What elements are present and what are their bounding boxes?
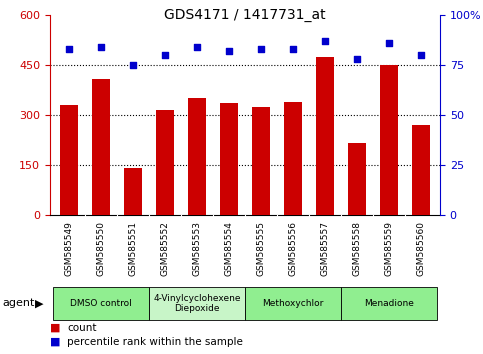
- Text: ▶: ▶: [35, 298, 43, 308]
- Text: GSM585554: GSM585554: [225, 221, 233, 276]
- Text: GSM585558: GSM585558: [353, 221, 361, 276]
- Bar: [124, 169, 142, 215]
- Bar: [220, 103, 238, 215]
- Point: [161, 52, 169, 58]
- Bar: [188, 98, 206, 215]
- Text: GSM585559: GSM585559: [384, 221, 393, 276]
- Text: GSM585557: GSM585557: [320, 221, 329, 276]
- Text: 4-Vinylcyclohexene
Diepoxide: 4-Vinylcyclohexene Diepoxide: [153, 294, 241, 313]
- Text: Methoxychlor: Methoxychlor: [262, 299, 324, 308]
- Bar: [284, 102, 302, 215]
- Bar: [92, 79, 110, 215]
- Text: percentile rank within the sample: percentile rank within the sample: [67, 337, 243, 347]
- Bar: [316, 57, 334, 215]
- Point: [97, 44, 105, 50]
- Point: [385, 40, 393, 46]
- Point: [257, 46, 265, 52]
- Point: [193, 44, 201, 50]
- Point: [289, 46, 297, 52]
- Text: count: count: [67, 323, 97, 333]
- Bar: [252, 107, 270, 215]
- Point: [417, 52, 425, 58]
- Bar: [53, 287, 149, 320]
- Text: DMSO control: DMSO control: [70, 299, 132, 308]
- Point: [65, 46, 73, 52]
- Point: [321, 38, 329, 44]
- Text: GDS4171 / 1417731_at: GDS4171 / 1417731_at: [164, 8, 326, 22]
- Text: ■: ■: [50, 323, 60, 333]
- Text: GSM585560: GSM585560: [416, 221, 426, 276]
- Bar: [348, 143, 366, 215]
- Point: [353, 56, 361, 62]
- Bar: [380, 65, 398, 215]
- Bar: [341, 287, 437, 320]
- Text: GSM585550: GSM585550: [97, 221, 106, 276]
- Text: ■: ■: [50, 337, 60, 347]
- Text: GSM585549: GSM585549: [65, 221, 74, 276]
- Bar: [149, 287, 245, 320]
- Text: GSM585555: GSM585555: [256, 221, 266, 276]
- Text: Menadione: Menadione: [364, 299, 414, 308]
- Text: GSM585553: GSM585553: [193, 221, 201, 276]
- Bar: [156, 110, 174, 215]
- Bar: [245, 287, 341, 320]
- Text: GSM585551: GSM585551: [128, 221, 138, 276]
- Point: [225, 48, 233, 54]
- Bar: [412, 125, 429, 215]
- Text: GSM585552: GSM585552: [160, 221, 170, 276]
- Point: [129, 62, 137, 68]
- Text: GSM585556: GSM585556: [288, 221, 298, 276]
- Bar: [60, 105, 78, 215]
- Text: agent: agent: [2, 298, 35, 308]
